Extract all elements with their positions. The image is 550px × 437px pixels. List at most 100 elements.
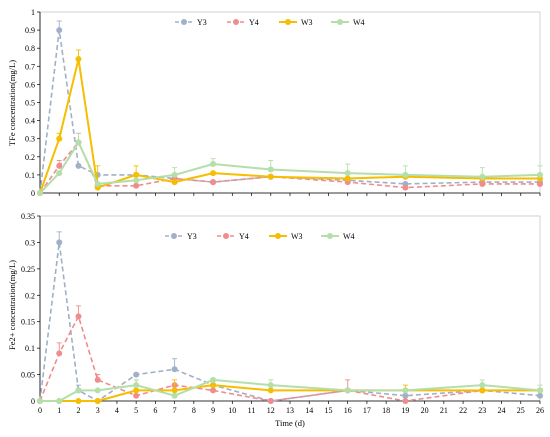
y-tick-label: 0.6 — [25, 80, 35, 89]
legend-marker — [285, 19, 291, 25]
data-point — [344, 175, 351, 182]
data-point — [210, 170, 217, 177]
data-point — [75, 56, 82, 63]
y-tick-label: 0.25 — [21, 265, 35, 274]
legend: Y3 Y4 W3 W4 — [165, 232, 355, 241]
data-point — [171, 366, 178, 373]
y-tick-label: 0 — [31, 189, 35, 198]
y-tick-label: 0 — [31, 397, 35, 406]
data-point — [479, 387, 486, 394]
x-tick-label: 2 — [76, 406, 80, 415]
y-tick-label: 0.4 — [25, 117, 35, 126]
data-point — [171, 387, 178, 394]
data-point — [75, 313, 82, 320]
data-point — [37, 190, 43, 196]
y-tick-label: 0.1 — [25, 171, 35, 180]
x-tick-label: 23 — [478, 406, 486, 415]
legend-marker — [181, 19, 187, 25]
y-tick-label: 0.5 — [25, 99, 35, 108]
fe2-chart: 00.050.10.150.20.250.30.350 1 2 3 4 5 6 7 8 9 10 11… — [7, 212, 544, 428]
series-line — [39, 241, 541, 402]
legend-label: Y4 — [249, 18, 259, 27]
data-point — [537, 392, 543, 399]
y-tick-label: 0.3 — [25, 238, 35, 247]
legend-label: Y3 — [187, 232, 197, 241]
legend-marker — [171, 233, 177, 239]
tfe-chart: 0 0.1 0.2 0.3 0.4 0.5 0.6 0.7 0.8 0.9 1 TFe concent… — [7, 8, 543, 198]
x-tick-label: 26 — [536, 406, 544, 415]
series-line — [39, 141, 541, 194]
x-tick-label: 11 — [248, 406, 256, 415]
data-point — [267, 398, 274, 404]
legend-label: Y3 — [197, 18, 207, 27]
x-tick-label: 25 — [517, 406, 525, 415]
x-tick-label: 10 — [228, 406, 236, 415]
data-point — [479, 382, 486, 389]
data-point — [56, 135, 63, 142]
data-point — [402, 387, 409, 394]
data-point — [56, 398, 63, 404]
legend-marker — [337, 19, 343, 25]
data-point — [402, 171, 409, 178]
legend-marker — [327, 233, 333, 239]
data-point — [479, 180, 486, 187]
y-tick-label: 0.1 — [25, 344, 35, 353]
y-tick-label: 0.9 — [25, 26, 35, 35]
x-tick-label: 14 — [305, 406, 313, 415]
data-point — [75, 398, 82, 404]
data-point — [133, 392, 140, 399]
data-point — [133, 371, 140, 378]
legend-label: W4 — [353, 18, 365, 27]
data-point — [171, 392, 178, 399]
data-point — [537, 387, 543, 394]
legend-label: W3 — [291, 232, 303, 241]
data-point — [402, 398, 409, 404]
x-tick-label: 24 — [498, 406, 506, 415]
data-point — [133, 171, 140, 178]
data-point — [75, 162, 82, 169]
legend-marker — [223, 233, 229, 239]
legend: Y3 Y4 W3 W4 — [175, 18, 365, 27]
x-tick-label: 18 — [382, 406, 390, 415]
x-tick-label: 16 — [344, 406, 352, 415]
data-point — [75, 387, 82, 394]
data-point — [344, 170, 351, 177]
y-tick-label: 0.35 — [21, 212, 35, 221]
x-tick-label: 9 — [211, 406, 215, 415]
x-tick-label: 13 — [286, 406, 294, 415]
legend-marker — [233, 19, 239, 25]
data-point — [37, 398, 43, 404]
data-point — [56, 162, 63, 169]
data-point — [56, 350, 63, 357]
data-point — [94, 398, 101, 404]
y-tick-label: 0.2 — [25, 153, 35, 162]
legend-label: W3 — [301, 18, 313, 27]
data-point — [402, 392, 409, 399]
y-tick-label: 0.2 — [25, 291, 35, 300]
data-point — [537, 171, 543, 178]
data-point — [344, 387, 351, 394]
data-point — [133, 182, 140, 189]
data-point — [479, 173, 486, 180]
x-tick-label: 12 — [267, 406, 275, 415]
data-point — [94, 376, 101, 383]
y-axis-label: Fe2+ concentration(mg/L) — [7, 260, 17, 350]
y-tick-label: 0.7 — [25, 62, 35, 71]
data-point — [94, 180, 101, 187]
data-point — [75, 139, 82, 146]
y-tick-label: 1 — [31, 8, 35, 17]
data-point — [94, 387, 101, 394]
x-axis-label: Time (d) — [275, 418, 305, 428]
x-tick-label: 20 — [421, 406, 429, 415]
data-point — [210, 387, 217, 394]
data-point — [210, 376, 217, 383]
series-w4 — [37, 132, 543, 196]
series-line — [39, 58, 540, 194]
series-line — [40, 378, 541, 402]
data-point — [267, 166, 274, 173]
data-point — [267, 387, 274, 394]
y-tick-label: 0.3 — [25, 135, 35, 144]
data-point — [210, 161, 217, 168]
x-tick-label: 15 — [324, 406, 332, 415]
